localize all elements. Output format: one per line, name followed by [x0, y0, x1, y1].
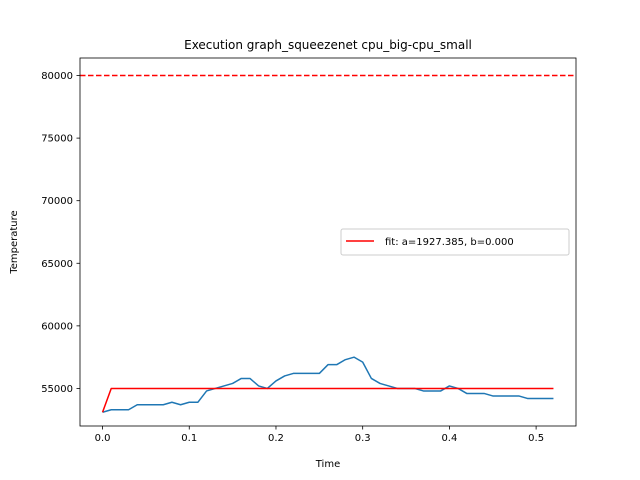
x-tick-label: 0.0 — [95, 433, 111, 444]
plot-frame — [79, 57, 577, 427]
temperature-series-line — [102, 356, 554, 413]
x-axis-label: Time — [315, 459, 340, 470]
chart-title: Execution graph_squeezenet cpu_big-cpu_s… — [184, 38, 472, 52]
y-tick-label: 55000 — [41, 384, 73, 395]
legend-box — [340, 228, 570, 256]
x-tick-label: 0.1 — [181, 433, 197, 444]
y-tick-label: 60000 — [41, 321, 73, 332]
fit-series-line — [101, 387, 554, 413]
x-tick-label: 0.5 — [528, 433, 544, 444]
y-tick-label: 70000 — [41, 196, 73, 207]
y-axis-label: Temperature — [9, 210, 20, 274]
legend-label-fit: fit: a=1927.385, b=0.000 — [385, 237, 514, 248]
y-tick-label: 80000 — [41, 71, 73, 82]
x-tick-label: 0.2 — [268, 433, 284, 444]
x-tick-label: 0.4 — [441, 433, 457, 444]
legend: fit: a=1927.385, b=0.000 — [340, 228, 570, 256]
y-tick-label: 75000 — [41, 134, 73, 145]
y-tick-label: 65000 — [41, 259, 73, 270]
x-tick-label: 0.3 — [355, 433, 371, 444]
